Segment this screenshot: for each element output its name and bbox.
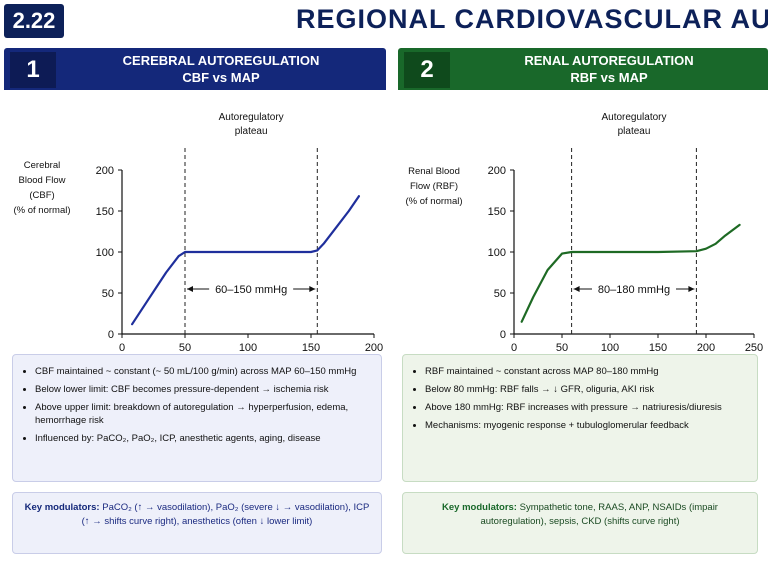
y-tick-label: 200 [488, 165, 506, 177]
renal-panel-header: 2 RENAL AUTOREGULATION RBF vs MAP [398, 48, 768, 90]
renal-modulators: Key modulators: Sympathetic tone, RAAS, … [402, 492, 758, 554]
modulators-text: PaCO₂ (↑ → vasodilation), PaO₂ (severe ↓… [81, 502, 370, 527]
autoregulation-curve [131, 195, 360, 326]
range-label: 80–180 mmHg [598, 284, 670, 296]
y-tick-label: 50 [102, 288, 114, 300]
y-axis-label-line: Renal Blood [408, 166, 460, 177]
y-tick-label: 0 [500, 329, 506, 341]
cerebral-panel-header: 1 CEREBRAL AUTOREGULATION CBF vs MAP [4, 48, 386, 90]
y-axis-label-line: (CBF) [29, 190, 54, 201]
modulators-text: Sympathetic tone, RAAS, ANP, NSAIDs (imp… [480, 502, 718, 527]
panel-badge: 1 [10, 52, 56, 88]
renal-notes: RBF maintained ~ constant across MAP 80–… [402, 354, 758, 482]
y-axis-label-line: Flow (RBF) [410, 181, 458, 192]
cerebral-autoregulation-chart: 050100150200050100150200Mean Arterial Pr… [13, 112, 383, 352]
panel-title-line1: RENAL AUTOREGULATION [524, 53, 694, 68]
autoregulation-curve [520, 223, 741, 323]
note-item: Above 180 mmHg: RBF increases with press… [425, 401, 747, 414]
panel-badge: 2 [404, 52, 450, 88]
y-tick-label: 0 [108, 329, 114, 341]
y-axis-label-line: Blood Flow [19, 175, 66, 186]
plateau-label-line: Autoregulatory [219, 112, 284, 123]
panel-title-line1: CEREBRAL AUTOREGULATION [122, 53, 320, 68]
cerebral-notes: CBF maintained ~ constant (~ 50 mL/100 g… [12, 354, 382, 482]
y-tick-label: 150 [488, 206, 506, 218]
arrowhead-left [573, 286, 580, 292]
page-number: 2.22 [4, 4, 64, 38]
page-title: REGIONAL CARDIOVASCULAR AUT [296, 4, 768, 34]
x-tick-label: 100 [601, 342, 619, 352]
x-tick-label: 50 [179, 342, 191, 352]
x-tick-label: 50 [556, 342, 568, 352]
x-tick-label: 0 [119, 342, 125, 352]
panel-title: RENAL AUTOREGULATION RBF vs MAP [458, 52, 760, 86]
y-axis-label-line: (% of normal) [13, 205, 70, 216]
arrowhead-right [688, 286, 695, 292]
panel-title: CEREBRAL AUTOREGULATION CBF vs MAP [64, 52, 378, 86]
note-item: Mechanisms: myogenic response + tubulogl… [425, 419, 747, 432]
x-tick-label: 150 [302, 342, 320, 352]
cerebral-modulators: Key modulators: PaCO₂ (↑ → vasodilation)… [12, 492, 382, 554]
note-item: Above upper limit: breakdown of autoregu… [35, 401, 371, 427]
renal-autoregulation-chart: 050100150200050100150200250Mean Arterial… [405, 112, 763, 352]
x-tick-label: 0 [511, 342, 517, 352]
x-tick-label: 250 [745, 342, 763, 352]
x-tick-label: 150 [649, 342, 667, 352]
plateau-label-line: Autoregulatory [601, 112, 666, 123]
cerebral-panel: 1 CEREBRAL AUTOREGULATION CBF vs MAP 0 50… [4, 48, 386, 568]
y-tick-label: 100 [488, 247, 506, 259]
y-tick-label: 50 [494, 288, 506, 300]
x-tick-label: 200 [365, 342, 383, 352]
note-item: CBF maintained ~ constant (~ 50 mL/100 g… [35, 365, 371, 378]
modulators-label: Key modulators: [442, 502, 517, 513]
renal-panel: 2 RENAL AUTOREGULATION RBF vs MAP 0 50 100… [398, 48, 768, 568]
x-tick-label: 200 [697, 342, 715, 352]
note-item: RBF maintained ~ constant across MAP 80–… [425, 365, 747, 378]
panel-title-line2: RBF vs MAP [570, 70, 648, 85]
y-tick-label: 200 [96, 165, 114, 177]
panel-title-line2: CBF vs MAP [182, 70, 260, 85]
arrowhead-right [309, 286, 316, 292]
y-tick-label: 150 [96, 206, 114, 218]
plateau-label-line: plateau [235, 126, 268, 137]
range-label: 60–150 mmHg [215, 284, 287, 296]
plateau-label-line: plateau [618, 126, 651, 137]
note-item: Below 80 mmHg: RBF falls → ↓ GFR, oligur… [425, 383, 747, 396]
y-axis-label-line: (% of normal) [405, 196, 462, 207]
arrowhead-left [187, 286, 193, 292]
note-item: Influenced by: PaCO₂, PaO₂, ICP, anesthe… [35, 432, 371, 445]
x-tick-label: 100 [239, 342, 257, 352]
y-tick-label: 100 [96, 247, 114, 259]
y-axis-label-line: Cerebral [24, 160, 60, 171]
note-item: Below lower limit: CBF becomes pressure-… [35, 383, 371, 396]
top-bar: 2.22 REGIONAL CARDIOVASCULAR AUT [0, 0, 768, 44]
modulators-label: Key modulators: [24, 502, 100, 513]
